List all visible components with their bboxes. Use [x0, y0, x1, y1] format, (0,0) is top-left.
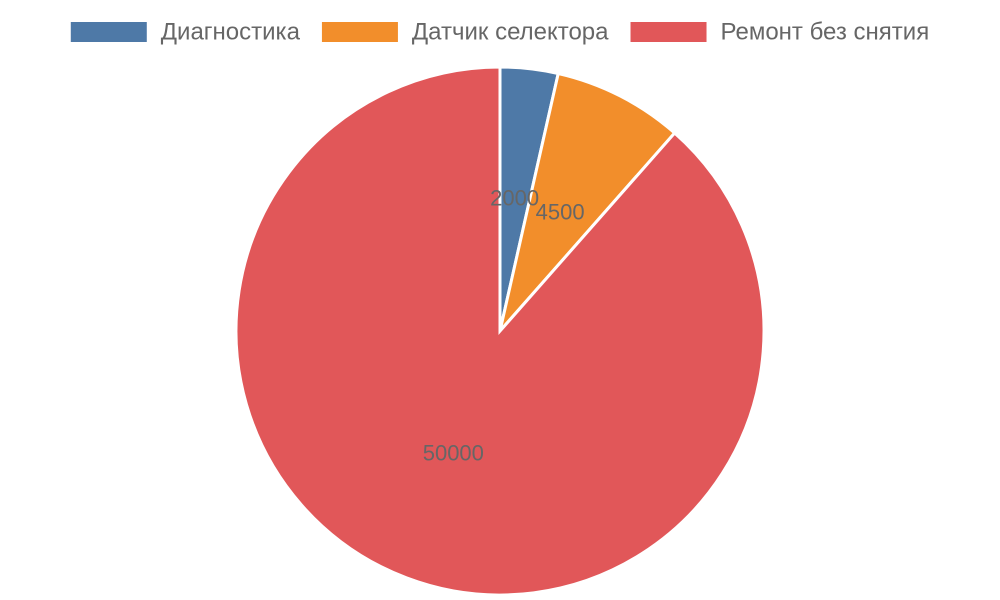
data-label: 4500	[536, 199, 585, 224]
data-label: 50000	[423, 440, 484, 465]
legend-swatch	[321, 22, 398, 42]
pie-slice	[234, 65, 766, 597]
legend: Диагностика Датчик селектора Ремонт без сн…	[70, 18, 930, 45]
pie-slice	[498, 71, 677, 332]
data-label: 2000	[490, 186, 539, 211]
legend-label: Датчик селектора	[412, 18, 609, 45]
legend-label: Ремонт без снятия	[721, 18, 930, 45]
legend-label: Диагностика	[161, 18, 301, 45]
legend-swatch	[630, 22, 707, 42]
legend-swatch	[70, 22, 147, 42]
